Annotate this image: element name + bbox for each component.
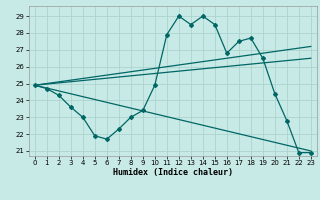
X-axis label: Humidex (Indice chaleur): Humidex (Indice chaleur) <box>113 168 233 177</box>
